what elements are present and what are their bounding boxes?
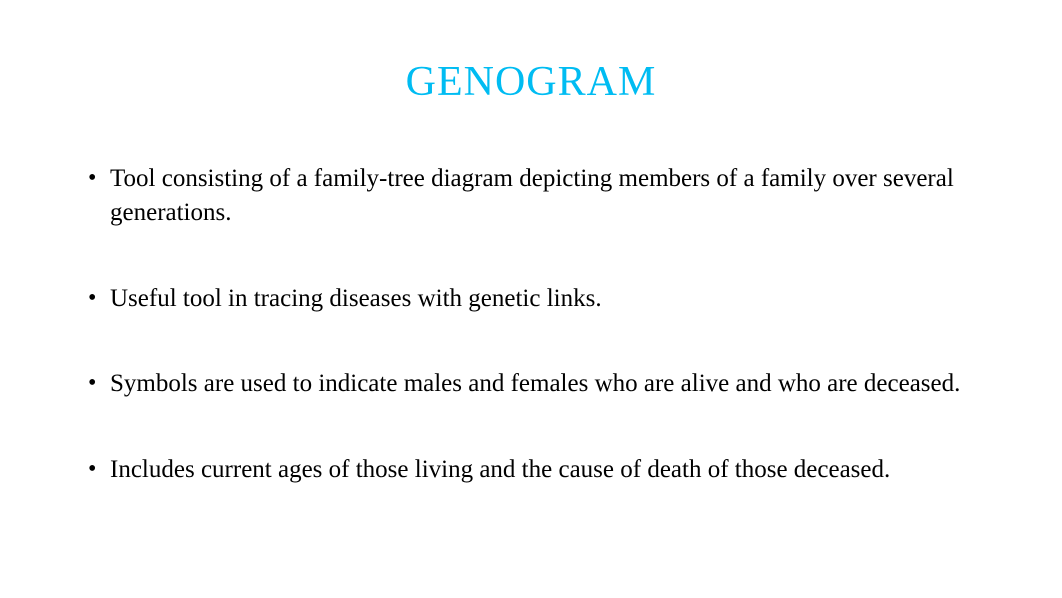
bullet-list: Tool consisting of a family-tree diagram… bbox=[70, 162, 992, 487]
bullet-item: Symbols are used to indicate males and f… bbox=[88, 367, 992, 401]
slide-title: GENOGRAM bbox=[70, 58, 992, 106]
bullet-item: Useful tool in tracing diseases with gen… bbox=[88, 282, 992, 316]
bullet-item: Includes current ages of those living an… bbox=[88, 453, 992, 487]
bullet-item: Tool consisting of a family-tree diagram… bbox=[88, 162, 992, 230]
slide-container: GENOGRAM Tool consisting of a family-tre… bbox=[0, 0, 1062, 598]
